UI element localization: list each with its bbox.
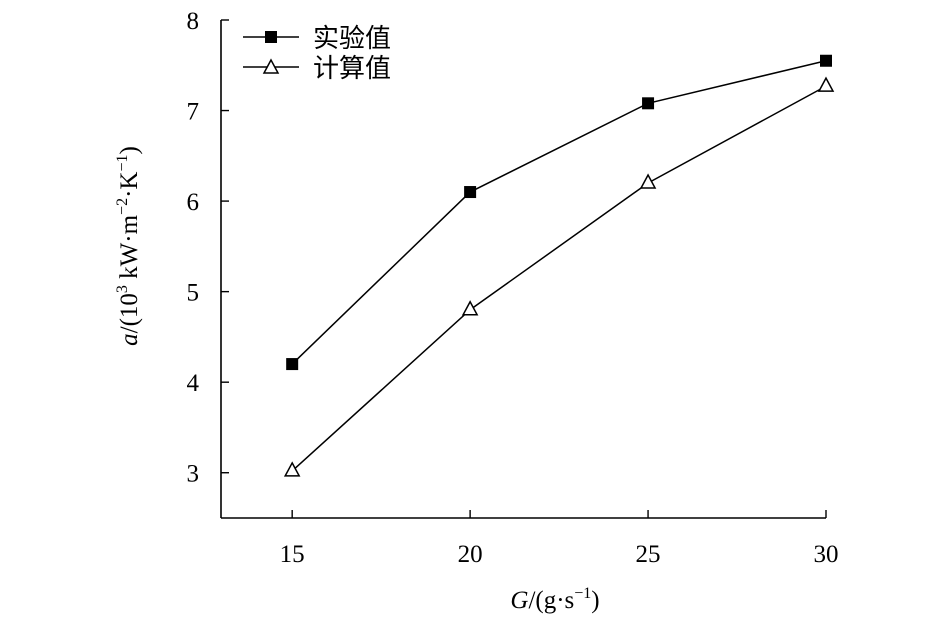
y-tick-label: 6 (187, 189, 200, 216)
legend-marker-open-triangle (262, 58, 280, 74)
data-point-square (642, 97, 655, 110)
y-tick-label: 3 (187, 461, 200, 488)
legend-marker-filled-square (265, 31, 277, 43)
y-tick-label: 8 (187, 8, 200, 35)
y-ticks: 3 4 5 6 7 8 (187, 8, 229, 488)
x-tick-label: 25 (636, 541, 661, 568)
data-point-triangle (639, 173, 657, 189)
data-point-square (820, 54, 832, 67)
series-layer (283, 54, 835, 477)
legend-item-calculated: 计算值 (243, 54, 391, 84)
data-point-triangle (461, 300, 479, 316)
legend: 实验值 计算值 (243, 24, 391, 84)
x-axis-title: G/(g·s−1) (510, 585, 599, 614)
y-tick-label: 4 (187, 370, 200, 397)
legend-item-experimental: 实验值 (243, 24, 391, 54)
data-point-square (464, 186, 477, 199)
data-point-square (286, 358, 299, 371)
series-line-0 (291, 60, 827, 365)
x-tick-label: 30 (814, 541, 839, 568)
legend-label-experimental: 实验值 (313, 24, 391, 54)
y-tick-label: 5 (187, 280, 200, 307)
data-point-triangle (817, 76, 835, 92)
series-line-1 (291, 85, 827, 472)
y-tick-label: 7 (187, 99, 200, 126)
x-tick-label: 15 (280, 541, 305, 568)
y-axis-title: a/(103 kW·m−2·K−1) (114, 146, 143, 346)
legend-label-calculated: 计算值 (313, 54, 391, 84)
x-ticks: 15 20 25 30 (280, 510, 839, 568)
x-tick-label: 20 (458, 541, 483, 568)
data-point-triangle (283, 461, 301, 477)
